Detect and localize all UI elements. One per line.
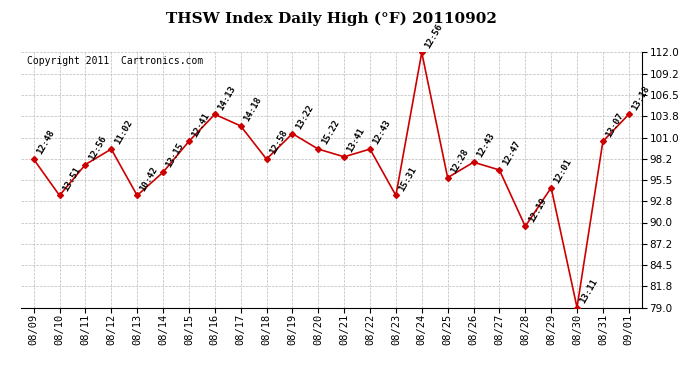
Text: 12:01: 12:01 [553,157,574,185]
Text: 12:41: 12:41 [190,111,212,139]
Text: 11:02: 11:02 [112,118,134,146]
Text: 12:56: 12:56 [423,22,444,50]
Text: 13:18: 13:18 [630,84,651,111]
Text: THSW Index Daily High (°F) 20110902: THSW Index Daily High (°F) 20110902 [166,11,497,26]
Text: 12:43: 12:43 [371,118,393,146]
Text: 13:22: 13:22 [294,103,315,131]
Text: 13:51: 13:51 [61,165,82,193]
Text: 12:58: 12:58 [268,129,289,156]
Text: 12:19: 12:19 [526,196,548,223]
Text: 10:42: 10:42 [139,165,160,193]
Text: 15:22: 15:22 [319,118,341,146]
Text: 13:07: 13:07 [604,111,626,139]
Text: 13:15: 13:15 [164,142,186,170]
Text: 13:41: 13:41 [346,126,367,154]
Text: 12:43: 12:43 [475,132,496,159]
Text: Copyright 2011  Cartronics.com: Copyright 2011 Cartronics.com [27,56,203,66]
Text: 12:56: 12:56 [87,134,108,162]
Text: 14:13: 14:13 [216,84,237,111]
Text: 12:47: 12:47 [501,140,522,167]
Text: 13:11: 13:11 [578,277,600,305]
Text: 12:28: 12:28 [449,147,471,175]
Text: 15:31: 15:31 [397,165,419,193]
Text: 14:18: 14:18 [242,95,264,123]
Text: 12:48: 12:48 [35,129,57,156]
